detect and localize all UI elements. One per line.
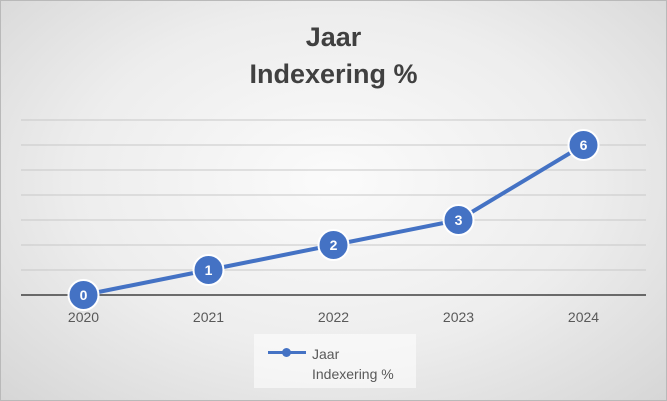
data-point (442, 204, 475, 236)
data-label: 6 (580, 137, 588, 153)
legend-label-line-1: Jaar (312, 346, 340, 362)
data-point (567, 129, 600, 161)
legend-label-line-2: Indexering % (312, 366, 394, 382)
chart-title-line-2: Indexering % (249, 59, 418, 89)
data-label: 2 (330, 237, 338, 253)
chart-title-line-1: Jaar (305, 22, 362, 52)
data-point (192, 254, 225, 286)
legend-series-label: Jaar Indexering % (312, 344, 412, 384)
data-label: 3 (455, 212, 463, 228)
data-point (317, 229, 350, 261)
data-point (67, 279, 100, 311)
legend-series-marker (268, 348, 306, 357)
x-tick-label: 2024 (568, 309, 599, 325)
data-label: 1 (205, 262, 213, 278)
x-tick-label: 2022 (318, 309, 349, 325)
chart-title: Jaar Indexering % (1, 19, 666, 93)
x-tick-label: 2020 (68, 309, 99, 325)
x-tick-label: 2023 (443, 309, 474, 325)
legend: Jaar Indexering % (254, 334, 416, 388)
x-tick-label: 2021 (193, 309, 224, 325)
data-label: 0 (80, 287, 88, 303)
